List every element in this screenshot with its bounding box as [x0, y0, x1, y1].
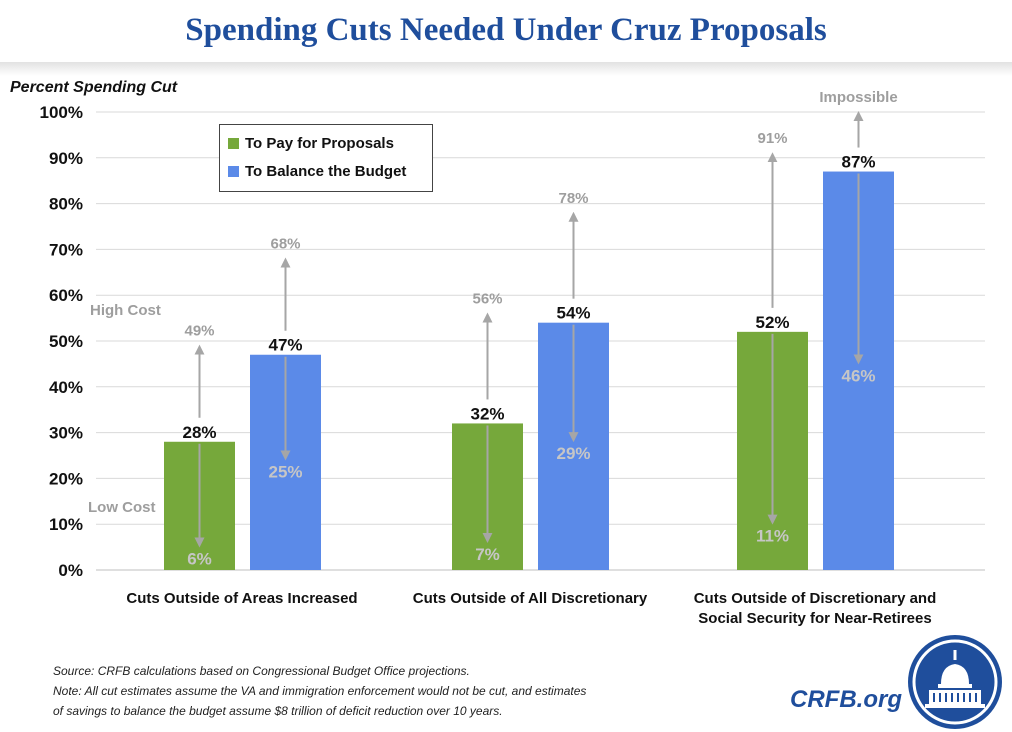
y-tick-label: 40% — [49, 378, 83, 397]
low-cost-label: 7% — [475, 545, 500, 564]
y-tick-label: 50% — [49, 332, 83, 351]
legend-item-balance-budget: To Balance the Budget — [220, 160, 432, 182]
high-cost-label: 56% — [472, 291, 502, 308]
y-tick-label: 60% — [49, 286, 83, 305]
chart-legend: To Pay for Proposals To Balance the Budg… — [219, 124, 433, 192]
y-tick-label: 80% — [49, 195, 83, 214]
legend-label: To Pay for Proposals — [245, 134, 394, 152]
y-tick-label: 70% — [49, 240, 83, 259]
brand-link[interactable]: CRFB.org — [790, 686, 902, 713]
legend-label: To Balance the Budget — [245, 162, 407, 180]
y-axis-label: Percent Spending Cut — [10, 79, 178, 96]
bar-value-label: 47% — [268, 336, 302, 355]
category-label: Cuts Outside of Areas Increased — [126, 590, 357, 607]
bar-value-label: 87% — [841, 153, 875, 172]
category-label: Social Security for Near-Retirees — [698, 610, 931, 627]
title-rule — [0, 62, 1012, 76]
high-cost-label: 91% — [757, 130, 787, 147]
bar-value-label: 54% — [556, 304, 590, 323]
bar-value-label: 52% — [755, 313, 789, 332]
high-cost-label: 49% — [184, 323, 214, 340]
high-cost-annotation: High Cost — [90, 302, 161, 319]
y-tick-label: 100% — [40, 103, 83, 122]
category-label: Cuts Outside of Discretionary and — [694, 590, 937, 607]
y-tick-label: 30% — [49, 424, 83, 443]
legend-swatch-blue — [228, 165, 239, 177]
y-tick-label: 20% — [49, 469, 83, 488]
high-cost-label: 68% — [270, 236, 300, 253]
low-cost-label: 46% — [841, 366, 875, 385]
legend-item-pay-for-proposals: To Pay for Proposals — [220, 132, 432, 154]
low-cost-label: 25% — [268, 463, 302, 482]
capitol-seal-icon — [908, 635, 1002, 729]
y-tick-label: 10% — [49, 515, 83, 534]
bar-value-label: 32% — [470, 404, 504, 423]
note-line-2: of savings to balance the budget assume … — [53, 704, 503, 718]
footnotes: Source: CRFB calculations based on Congr… — [53, 661, 773, 721]
low-cost-label: 6% — [187, 550, 212, 569]
high-cost-label: Impossible — [819, 89, 897, 106]
legend-swatch-green — [228, 137, 239, 149]
note-line-1: Note: All cut estimates assume the VA an… — [53, 684, 587, 698]
page-title: Spending Cuts Needed Under Cruz Proposal… — [185, 12, 827, 48]
bar-value-label: 28% — [182, 423, 216, 442]
low-cost-annotation: Low Cost — [88, 499, 156, 516]
high-cost-label: 78% — [558, 190, 588, 207]
low-cost-label: 11% — [756, 527, 789, 546]
y-tick-label: 0% — [58, 561, 83, 580]
source-note: Source: CRFB calculations based on Congr… — [53, 664, 470, 678]
low-cost-label: 29% — [556, 444, 590, 463]
category-label: Cuts Outside of All Discretionary — [413, 590, 648, 607]
y-tick-label: 90% — [49, 149, 83, 168]
